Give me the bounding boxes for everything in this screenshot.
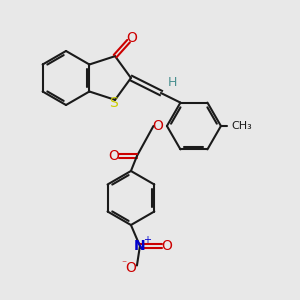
Text: ⁻: ⁻ (122, 259, 127, 269)
Text: CH₃: CH₃ (231, 121, 252, 131)
Text: O: O (161, 239, 172, 253)
Text: N: N (134, 239, 146, 253)
Text: H: H (168, 76, 178, 89)
Text: O: O (108, 149, 119, 163)
Text: O: O (152, 119, 164, 133)
Text: +: + (143, 235, 152, 245)
Text: O: O (125, 261, 136, 275)
Text: S: S (109, 96, 118, 110)
Text: O: O (127, 31, 138, 45)
